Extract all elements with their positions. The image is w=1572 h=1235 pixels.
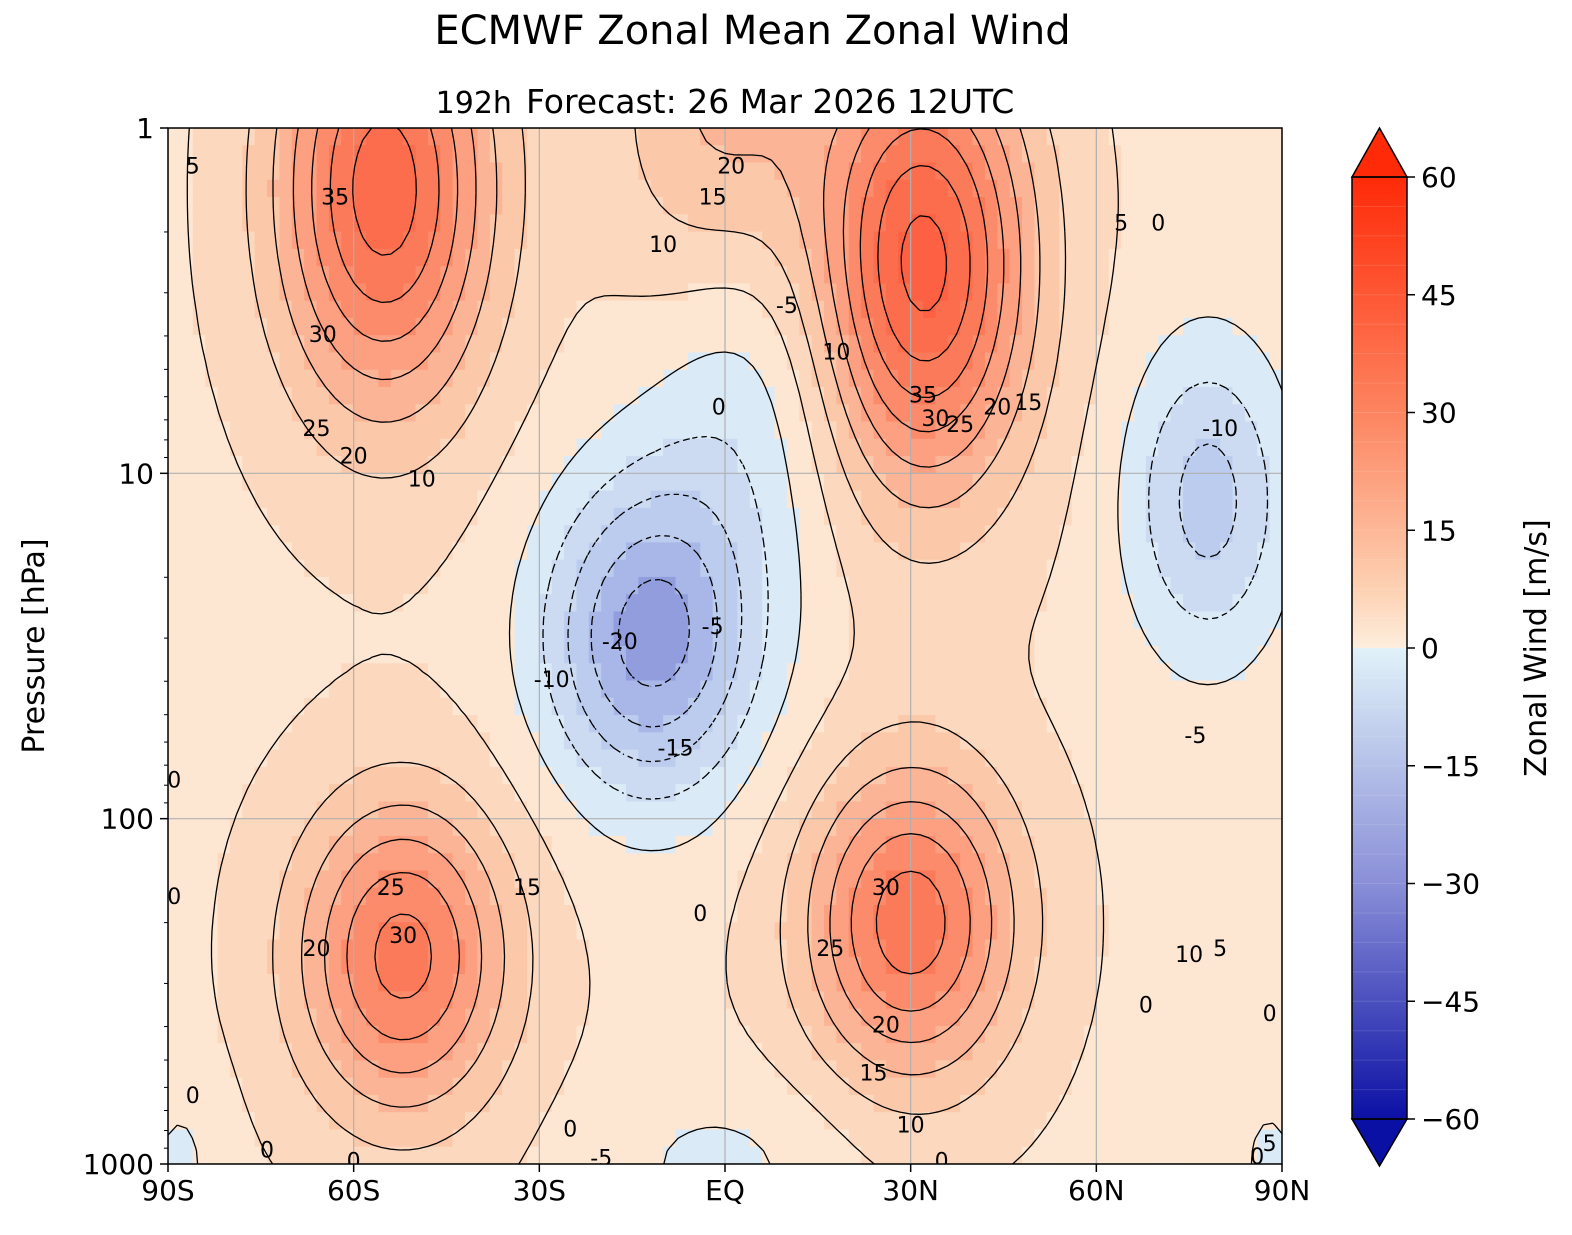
wind-field <box>168 128 1282 1164</box>
contour-35 <box>352 128 971 362</box>
contour-label: 30 <box>389 924 417 949</box>
contour-label: 35 <box>321 185 349 210</box>
contour-25 <box>311 128 1005 1041</box>
grid <box>168 128 1282 1164</box>
x-tick-label: 60S <box>327 1174 380 1207</box>
contour-label: 15 <box>513 876 541 901</box>
contour-label: 5 <box>1263 1132 1277 1157</box>
contour-label: 0 <box>1139 994 1153 1019</box>
contour-label: 0 <box>563 1118 577 1143</box>
contour-label: 0 <box>167 885 181 910</box>
colorbar-gradient <box>1352 177 1407 1119</box>
contour--20 <box>617 578 690 688</box>
contour-label: 0 <box>1263 1002 1277 1027</box>
colorbar-tick-label: 0 <box>1421 632 1439 665</box>
contour-label: 0 <box>347 1149 361 1174</box>
contour-label: 5 <box>186 154 200 179</box>
contour-30 <box>329 128 989 999</box>
contour-label: 25 <box>303 417 331 442</box>
contour-label: 0 <box>167 768 181 793</box>
x-tick-label: EQ <box>705 1174 745 1207</box>
chart-subtitle: 192h Forecast: 26 Mar 2026 12UTC <box>0 82 1450 121</box>
contour-label: -10 <box>1202 417 1238 442</box>
colorbar-label: Zonal Wind [m/s] <box>1519 519 1554 776</box>
chart-title: ECMWF Zonal Mean Zonal Wind <box>434 8 1071 54</box>
contour-15 <box>272 128 1041 1108</box>
contour-label: 10 <box>822 341 850 366</box>
contour-label: 10 <box>649 233 677 258</box>
contour-label: 5 <box>1213 937 1227 962</box>
contour-label: 10 <box>1175 943 1203 968</box>
contour-label: 10 <box>897 1114 925 1139</box>
contour-label: -10 <box>534 668 570 693</box>
contour-label: 0 <box>1151 211 1165 236</box>
contour-label: 30 <box>921 407 949 432</box>
contour-label: -5 <box>590 1146 612 1171</box>
contour-20 <box>292 128 1022 1074</box>
colorbar-tick-label: 15 <box>1421 514 1457 547</box>
contour-label: -5 <box>702 615 724 640</box>
x-tick-label: 30N <box>882 1174 939 1207</box>
contour-label: 0 <box>712 396 726 421</box>
contour-label: -5 <box>776 294 798 319</box>
contour-0 <box>168 316 1282 1164</box>
contour-label: 25 <box>816 937 844 962</box>
contour-label: 15 <box>1014 391 1042 416</box>
contour-label: 5 <box>1114 211 1128 236</box>
colorbar-tick-label: −30 <box>1421 868 1480 901</box>
contour-label: 15 <box>860 1061 888 1086</box>
colorbar-tick-label: 30 <box>1421 397 1457 430</box>
contour-label: 15 <box>699 185 727 210</box>
y-tick-label: 10 <box>118 457 154 490</box>
y-tick-label: 1000 <box>83 1148 154 1181</box>
contour-label: 0 <box>186 1084 200 1109</box>
colorbar-tick-label: 45 <box>1421 279 1457 312</box>
contour-10 <box>245 128 1067 1151</box>
contour-label: 30 <box>872 876 900 901</box>
contour-label: 25 <box>946 413 974 438</box>
contour-label: 0 <box>1250 1145 1264 1170</box>
contour-label: 20 <box>717 154 745 179</box>
contour-label: 20 <box>983 396 1011 421</box>
contour-label: 25 <box>377 876 405 901</box>
contour-label: 0 <box>260 1138 274 1163</box>
x-tick-label: 60N <box>1068 1174 1125 1207</box>
x-tick-label: 30S <box>513 1174 566 1207</box>
contour-lines <box>168 128 1282 1164</box>
colorbar-tick-label: −45 <box>1421 985 1480 1018</box>
subtitle-hours: 192h <box>435 86 512 121</box>
contour-label: 35 <box>909 384 937 409</box>
contour-label: 20 <box>340 445 368 470</box>
contour--15 <box>590 534 719 728</box>
contour-label: -5 <box>1184 724 1206 749</box>
contour-label: 0 <box>935 1149 949 1174</box>
colorbar-tick-label: −15 <box>1421 750 1480 783</box>
contour-label: -20 <box>602 630 638 655</box>
contour-label: 20 <box>303 937 331 962</box>
y-axis-label: Pressure [hPa] <box>17 538 52 753</box>
contour-label: 10 <box>408 468 436 493</box>
contour-5 <box>186 128 1119 1164</box>
contour-label: 30 <box>309 323 337 348</box>
x-tick-label: 90N <box>1254 1174 1311 1207</box>
contour-label: -15 <box>658 736 694 761</box>
colorbar-tick-label: −60 <box>1421 1103 1480 1136</box>
colorbar-tick-label: 60 <box>1421 161 1457 194</box>
colorbar-high-extend <box>1350 126 1409 178</box>
y-tick-label: 100 <box>101 803 154 836</box>
x-tick-label: 90S <box>141 1174 194 1207</box>
colorbar-low-extend <box>1350 1118 1409 1168</box>
subtitle-forecast: Forecast: 26 Mar 2026 12UTC <box>525 82 1015 121</box>
colorbar: 60 45 30 15 0 −15 −30 −45 −60 Zonal Wind [m/s] <box>1350 126 1554 1168</box>
contour-label: 20 <box>872 1014 900 1039</box>
y-tick-label: 1 <box>136 112 154 145</box>
contour--10 <box>567 443 1238 763</box>
contour--5 <box>542 381 1269 800</box>
contour-label: 0 <box>693 902 707 927</box>
contour-40 <box>900 215 947 312</box>
